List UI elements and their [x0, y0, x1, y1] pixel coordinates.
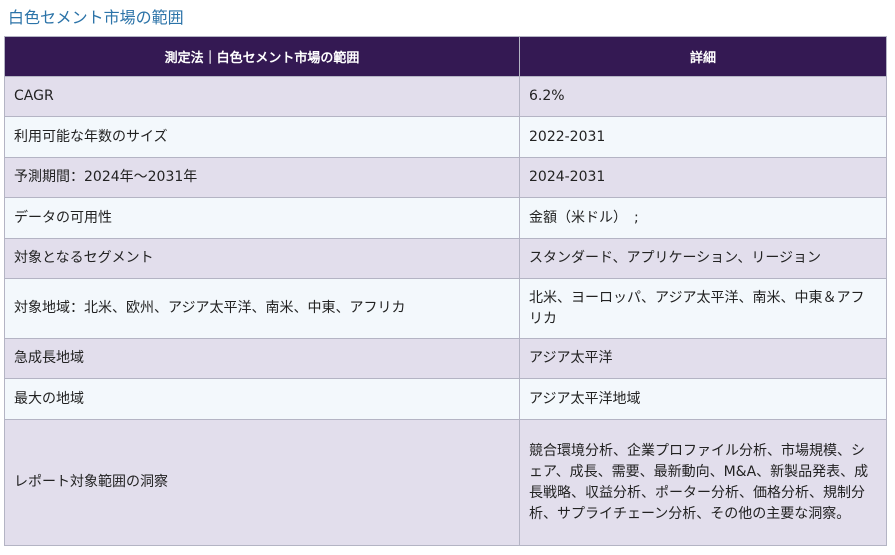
table-row: 利用可能な年数のサイズ 2022-2031: [4, 116, 887, 158]
table-row: 予測期間：2024年～2031年 2024-2031: [4, 157, 887, 198]
header-detail: 詳細: [519, 36, 887, 77]
table-row: データの可用性 金額（米ドル） ;: [4, 197, 887, 239]
detail-cell: 金額（米ドル） ;: [519, 197, 887, 239]
detail-cell: 6.2%: [519, 76, 887, 117]
table-row: CAGR 6.2%: [4, 76, 887, 117]
detail-cell: 2022-2031: [519, 116, 887, 158]
metric-cell: データの可用性: [4, 197, 520, 239]
metric-cell: 予測期間：2024年～2031年: [4, 157, 520, 198]
table-row: 最大の地域 アジア太平洋地域: [4, 378, 887, 420]
table-row: 急成長地域 アジア太平洋: [4, 338, 887, 379]
metric-cell: 最大の地域: [4, 378, 520, 420]
table-row: レポート対象範囲の洞察 競合環境分析、企業プロファイル分析、市場規模、シェア、成…: [4, 419, 887, 546]
table-header-row: 測定法｜白色セメント市場の範囲 詳細: [4, 36, 887, 77]
detail-cell: 北米、ヨーロッパ、アジア太平洋、南米、中東＆アフリカ: [519, 278, 887, 339]
metric-cell: 対象地域：北米、欧州、アジア太平洋、南米、中東、アフリカ: [4, 278, 520, 339]
metric-cell: 急成長地域: [4, 338, 520, 379]
detail-cell: スタンダード、アプリケーション、リージョン: [519, 238, 887, 279]
detail-cell: 2024-2031: [519, 157, 887, 198]
table-row: 対象地域：北米、欧州、アジア太平洋、南米、中東、アフリカ 北米、ヨーロッパ、アジ…: [4, 278, 887, 339]
metric-cell: CAGR: [4, 76, 520, 117]
metric-cell: 利用可能な年数のサイズ: [4, 116, 520, 158]
market-scope-table: 測定法｜白色セメント市場の範囲 詳細 CAGR 6.2% 利用可能な年数のサイズ…: [4, 36, 887, 546]
detail-cell: アジア太平洋: [519, 338, 887, 379]
detail-cell: 競合環境分析、企業プロファイル分析、市場規模、シェア、成長、需要、最新動向、M&…: [519, 419, 887, 546]
page-title: 白色セメント市場の範囲: [8, 8, 184, 27]
table-row: 対象となるセグメント スタンダード、アプリケーション、リージョン: [4, 238, 887, 279]
metric-cell: 対象となるセグメント: [4, 238, 520, 279]
metric-cell: レポート対象範囲の洞察: [4, 419, 520, 546]
detail-cell: アジア太平洋地域: [519, 378, 887, 420]
header-metric: 測定法｜白色セメント市場の範囲: [4, 36, 520, 77]
